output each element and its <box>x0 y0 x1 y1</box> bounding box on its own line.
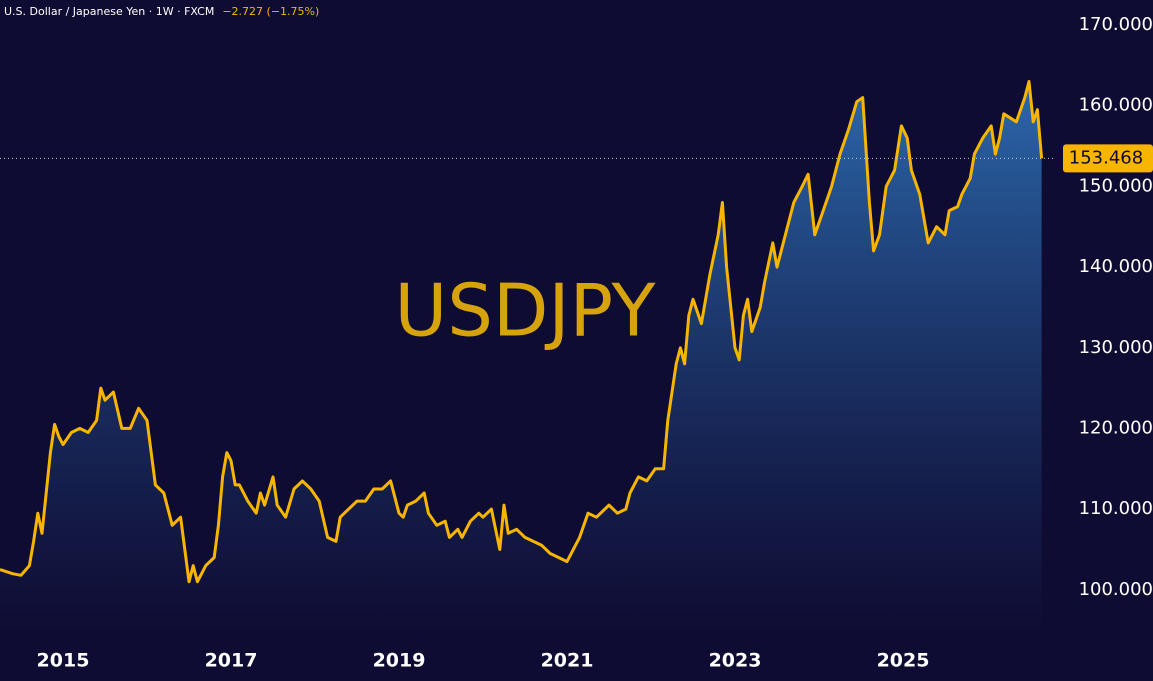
watermark: USDJPY <box>395 269 657 353</box>
x-tick-label: 2017 <box>205 650 258 672</box>
price-line <box>0 80 1044 584</box>
x-tick-label: 2025 <box>877 650 930 672</box>
x-tick-label: 2019 <box>373 650 426 672</box>
y-tick-label: 120.000 <box>1079 417 1153 438</box>
y-tick-label: 130.000 <box>1079 337 1153 358</box>
y-tick-label: 140.000 <box>1079 256 1153 277</box>
x-tick-label: 2023 <box>709 650 762 672</box>
y-tick-label: 170.000 <box>1079 14 1153 35</box>
price-change: −2.727 (−1.75%) <box>222 5 319 18</box>
symbol-title: U.S. Dollar / Japanese Yen · 1W · FXCM <box>4 5 214 18</box>
y-tick-label: 100.000 <box>1079 579 1153 600</box>
y-tick-label: 110.000 <box>1079 498 1153 519</box>
last-price-tag <box>1063 144 1153 173</box>
x-tick-label: 2021 <box>541 650 594 672</box>
y-tick-label: 160.000 <box>1079 95 1153 116</box>
x-tick-label: 2015 <box>37 650 90 672</box>
y-tick-label: 150.000 <box>1079 175 1153 196</box>
last-price-label: 153.468 <box>1069 147 1143 168</box>
